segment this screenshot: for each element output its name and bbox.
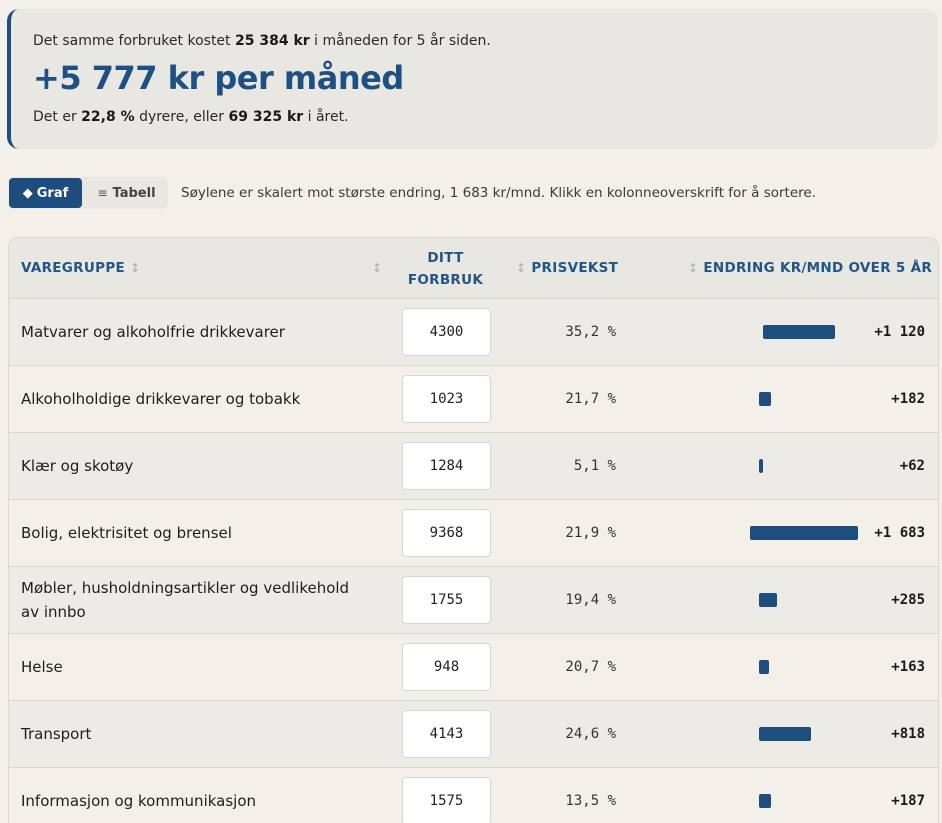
diamond-icon: ◆ [22, 185, 33, 201]
varegruppe-name: Bolig, elektrisitet og brensel [21, 524, 232, 542]
forbruk-input[interactable]: 1023 [402, 375, 491, 423]
forbruk-input[interactable]: 4300 [402, 308, 491, 356]
table-body: Matvarer og alkoholfrie drikkevarer 4300 3… [9, 299, 938, 823]
varegruppe-name: Alkoholholdige drikkevarer og tobakk [21, 390, 301, 408]
summary-text: dyrere, eller [139, 109, 225, 125]
header-label: ENDRING KR/MND OVER 5 ÅR [703, 260, 933, 276]
forbruk-input[interactable]: 948 [402, 643, 491, 691]
list-icon: ≡ [97, 186, 108, 200]
change-value: +1 683 [874, 525, 925, 541]
change-bar [750, 526, 858, 540]
change-value: +182 [891, 391, 925, 407]
scale-hint: Søylene er skalert mot største endring, … [181, 185, 816, 201]
varegruppe-name: Helse [21, 658, 63, 676]
tabell-view-button[interactable]: ≡ Tabell [85, 178, 168, 208]
view-toggle: ◆ Graf ≡ Tabell [9, 177, 168, 209]
change-bar [763, 325, 836, 339]
headline-increase: +5 777 kr per måned [33, 59, 404, 97]
prisvekst-value: 21,9 % [565, 525, 616, 541]
column-header-forbruk[interactable]: DITT FORBRUK [392, 247, 499, 291]
forbruk-input[interactable]: 1755 [402, 576, 491, 624]
header-label: VAREGRUPPE [21, 260, 126, 276]
sort-icon: ↕ [516, 261, 527, 275]
tabell-label: Tabell [112, 185, 156, 201]
prisvekst-value: 19,4 % [565, 592, 616, 608]
column-header-varegruppe[interactable]: VAREGRUPPE ↕ [21, 260, 140, 276]
expense-table: VAREGRUPPE ↕ ↕ DITT FORBRUK ↕ PRISVEKST … [8, 237, 939, 823]
graf-view-button[interactable]: ◆ Graf [9, 178, 82, 208]
change-bar [759, 660, 769, 674]
forbruk-input[interactable]: 4143 [402, 710, 491, 758]
change-bar [759, 593, 777, 607]
previous-cost-value: 25 384 kr [234, 33, 310, 49]
column-header-prisvekst[interactable]: ↕ PRISVEKST [516, 260, 618, 276]
prisvekst-value: 13,5 % [565, 793, 616, 809]
change-bar [759, 459, 763, 473]
change-value: +285 [891, 592, 925, 608]
varegruppe-name: Matvarer og alkoholfrie drikkevarer [21, 323, 285, 341]
table-row: Møbler, husholdningsartikler og vedlikeh… [9, 567, 938, 634]
table-row: Klær og skotøy 1284 5,1 % +62 [9, 433, 938, 500]
table-row: Bolig, elektrisitet og brensel 9368 21,9 %… [9, 500, 938, 567]
forbruk-input[interactable]: 9368 [402, 509, 491, 557]
prisvekst-value: 35,2 % [565, 324, 616, 340]
table-row: Informasjon og kommunikasjon 1575 13,5 % +1… [9, 768, 938, 823]
summary-card: Det samme forbruket kostet 25 384 kr i m… [7, 9, 938, 149]
varegruppe-name: Transport [21, 725, 92, 743]
prisvekst-value: 21,7 % [565, 391, 616, 407]
forbruk-input[interactable]: 1575 [402, 777, 491, 823]
summary-text: i måneden for 5 år siden. [314, 33, 491, 49]
yearly-increase-value: 69 325 kr [228, 109, 304, 125]
header-label: PRISVEKST [531, 260, 619, 276]
table-row: Alkoholholdige drikkevarer og tobakk 1023… [9, 366, 938, 433]
table-row: Transport 4143 24,6 % +818 [9, 701, 938, 768]
sort-icon[interactable]: ↕ [372, 261, 383, 275]
column-header-endring[interactable]: ↕ ENDRING KR/MND OVER 5 ÅR [688, 260, 932, 276]
table-row: Matvarer og alkoholfrie drikkevarer 4300 3… [9, 299, 938, 366]
change-value: +1 120 [874, 324, 925, 340]
varegruppe-name: Informasjon og kommunikasjon [21, 792, 257, 810]
forbruk-input[interactable]: 1284 [402, 442, 491, 490]
change-value: +163 [891, 659, 925, 675]
summary-text: Det er [33, 109, 77, 125]
change-value: +818 [891, 726, 925, 742]
header-label: FORBRUK [407, 272, 484, 288]
summary-line-percent: Det er 22,8 % dyrere, eller 69 325 kr i … [33, 109, 916, 125]
varegruppe-name: Møbler, husholdningsartikler og vedlikeh… [21, 579, 350, 621]
header-label: DITT [427, 250, 464, 266]
graf-label: Graf [36, 185, 69, 201]
change-bar [759, 392, 771, 406]
prisvekst-value: 5,1 % [573, 458, 616, 474]
summary-line-previous: Det samme forbruket kostet 25 384 kr i m… [33, 33, 916, 53]
change-value: +62 [899, 458, 925, 474]
summary-text: Det samme forbruket kostet [33, 33, 231, 49]
change-value: +187 [891, 793, 925, 809]
summary-text: i året. [307, 109, 349, 125]
prisvekst-value: 20,7 % [565, 659, 616, 675]
table-row: Helse 948 20,7 % +163 [9, 634, 938, 701]
percent-increase-value: 22,8 % [81, 109, 135, 125]
sort-icon: ↕ [130, 261, 141, 275]
change-bar [759, 727, 811, 741]
prisvekst-value: 24,6 % [565, 726, 616, 742]
view-toolbar: ◆ Graf ≡ Tabell Søylene er skalert mot s… [9, 177, 939, 209]
sort-icon: ↕ [688, 261, 699, 275]
change-bar [759, 794, 771, 808]
varegruppe-name: Klær og skotøy [21, 457, 134, 475]
table-header: VAREGRUPPE ↕ ↕ DITT FORBRUK ↕ PRISVEKST … [9, 238, 938, 299]
